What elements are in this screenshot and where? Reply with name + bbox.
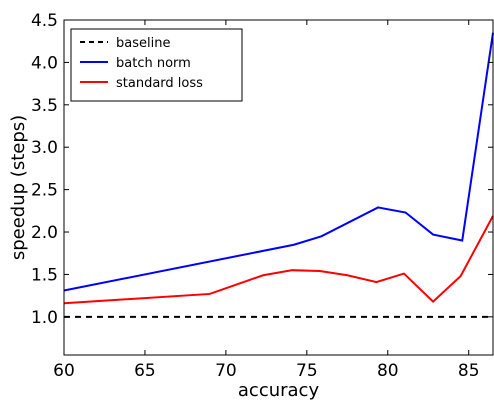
y-tick-label: 4.5 — [31, 11, 58, 31]
x-tick-label: 60 — [53, 361, 75, 381]
x-tick-label: 65 — [134, 361, 156, 381]
plot-frame — [63, 19, 494, 356]
x-tick-label: 85 — [458, 361, 480, 381]
x-axis: 60 65 70 75 80 85 — [53, 20, 480, 381]
legend: baseline batch norm standard loss — [70, 28, 243, 102]
y-tick-label: 2.0 — [31, 223, 58, 243]
series-line-batch-norm — [63, 32, 494, 292]
series-line-standard-loss — [63, 215, 494, 305]
y-tick-label: 3.0 — [31, 138, 58, 158]
y-axis: 1.0 1.5 2.0 2.5 3.0 3.5 4.0 4.5 — [31, 11, 493, 328]
x-tick-label: 80 — [377, 361, 399, 381]
x-tick-label: 70 — [215, 361, 237, 381]
x-tick-label: 75 — [296, 361, 318, 381]
y-tick-label: 2.5 — [31, 181, 58, 201]
legend-label: batch norm — [116, 56, 191, 71]
x-axis-label: accuracy — [238, 380, 320, 401]
y-tick-label: 3.5 — [31, 96, 58, 116]
legend-label: standard loss — [116, 76, 203, 91]
y-tick-label: 1.5 — [31, 265, 58, 285]
y-tick-label: 1.0 — [31, 308, 58, 328]
plot-lines — [63, 32, 494, 318]
legend-label: baseline — [116, 36, 170, 51]
y-axis-label: speedup (steps) — [8, 115, 29, 260]
y-tick-label: 4.0 — [31, 53, 58, 73]
